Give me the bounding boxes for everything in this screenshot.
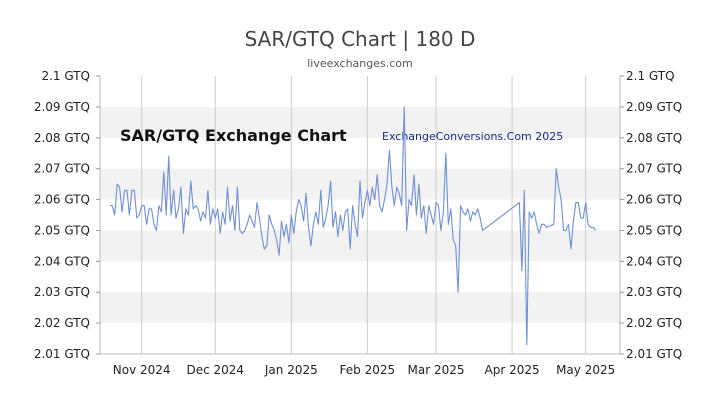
y-tick-label-left: 2.08 GTQ: [34, 131, 90, 145]
y-axis-left: 2.1 GTQ 2.09 GTQ 2.08 GTQ 2.07 GTQ 2.06 GTQ 2…: [34, 69, 100, 361]
y-tick-label-right: 2.07 GTQ: [626, 162, 682, 176]
y-tick-label-left: 2.02 GTQ: [34, 316, 90, 330]
x-tick-label: Nov 2024: [113, 363, 171, 377]
background-band: [100, 292, 620, 324]
y-tick-label-right: 2.08 GTQ: [626, 131, 682, 145]
x-tick-label: Apr 2025: [485, 363, 540, 377]
series-line: [109, 106, 596, 346]
y-tick-label-left: 2.1 GTQ: [41, 69, 90, 83]
y-tick-label-left: 2.09 GTQ: [34, 100, 90, 114]
chart-subtitle: liveexchanges.com: [307, 57, 412, 70]
background-band: [100, 230, 620, 262]
x-tick-label: Jan 2025: [264, 363, 318, 377]
y-tick-label-right: 2.09 GTQ: [626, 100, 682, 114]
x-tick-label: Feb 2025: [340, 363, 396, 377]
y-tick-label-right: 2.06 GTQ: [626, 193, 682, 207]
watermark-text: ExchangeConversions.Com 2025: [382, 130, 563, 143]
background-band: [100, 106, 620, 138]
y-tick-label-right: 2.01 GTQ: [626, 347, 682, 361]
chart-title: SAR/GTQ Chart | 180 D: [245, 27, 476, 51]
vertical-gridlines: [141, 76, 587, 354]
series-group: [109, 106, 596, 346]
y-tick-label-right: 2.02 GTQ: [626, 316, 682, 330]
y-tick-label-right: 2.1 GTQ: [626, 69, 675, 83]
y-axis-right: 2.1 GTQ 2.09 GTQ 2.08 GTQ 2.07 GTQ 2.06 GTQ 2…: [620, 69, 682, 361]
x-tick-label: Dec 2024: [186, 363, 244, 377]
y-tick-label-left: 2.03 GTQ: [34, 285, 90, 299]
y-tick-label-left: 2.06 GTQ: [34, 193, 90, 207]
plot-frame: [99, 76, 621, 355]
y-tick-label-left: 2.07 GTQ: [34, 162, 90, 176]
x-axis: Nov 2024 Dec 2024 Jan 2025 Feb 2025 Mar 2025…: [113, 363, 615, 377]
background-bands: [100, 106, 620, 324]
y-tick-label-left: 2.05 GTQ: [34, 223, 90, 237]
y-tick-label-right: 2.04 GTQ: [626, 254, 682, 268]
x-tick-label: May 2025: [556, 363, 615, 377]
y-tick-label-left: 2.01 GTQ: [34, 347, 90, 361]
x-tick-label: Mar 2025: [408, 363, 465, 377]
inner-chart-title: SAR/GTQ Exchange Chart: [120, 126, 347, 145]
y-tick-label-right: 2.03 GTQ: [626, 285, 682, 299]
y-tick-label-left: 2.04 GTQ: [34, 254, 90, 268]
y-tick-label-right: 2.05 GTQ: [626, 223, 682, 237]
